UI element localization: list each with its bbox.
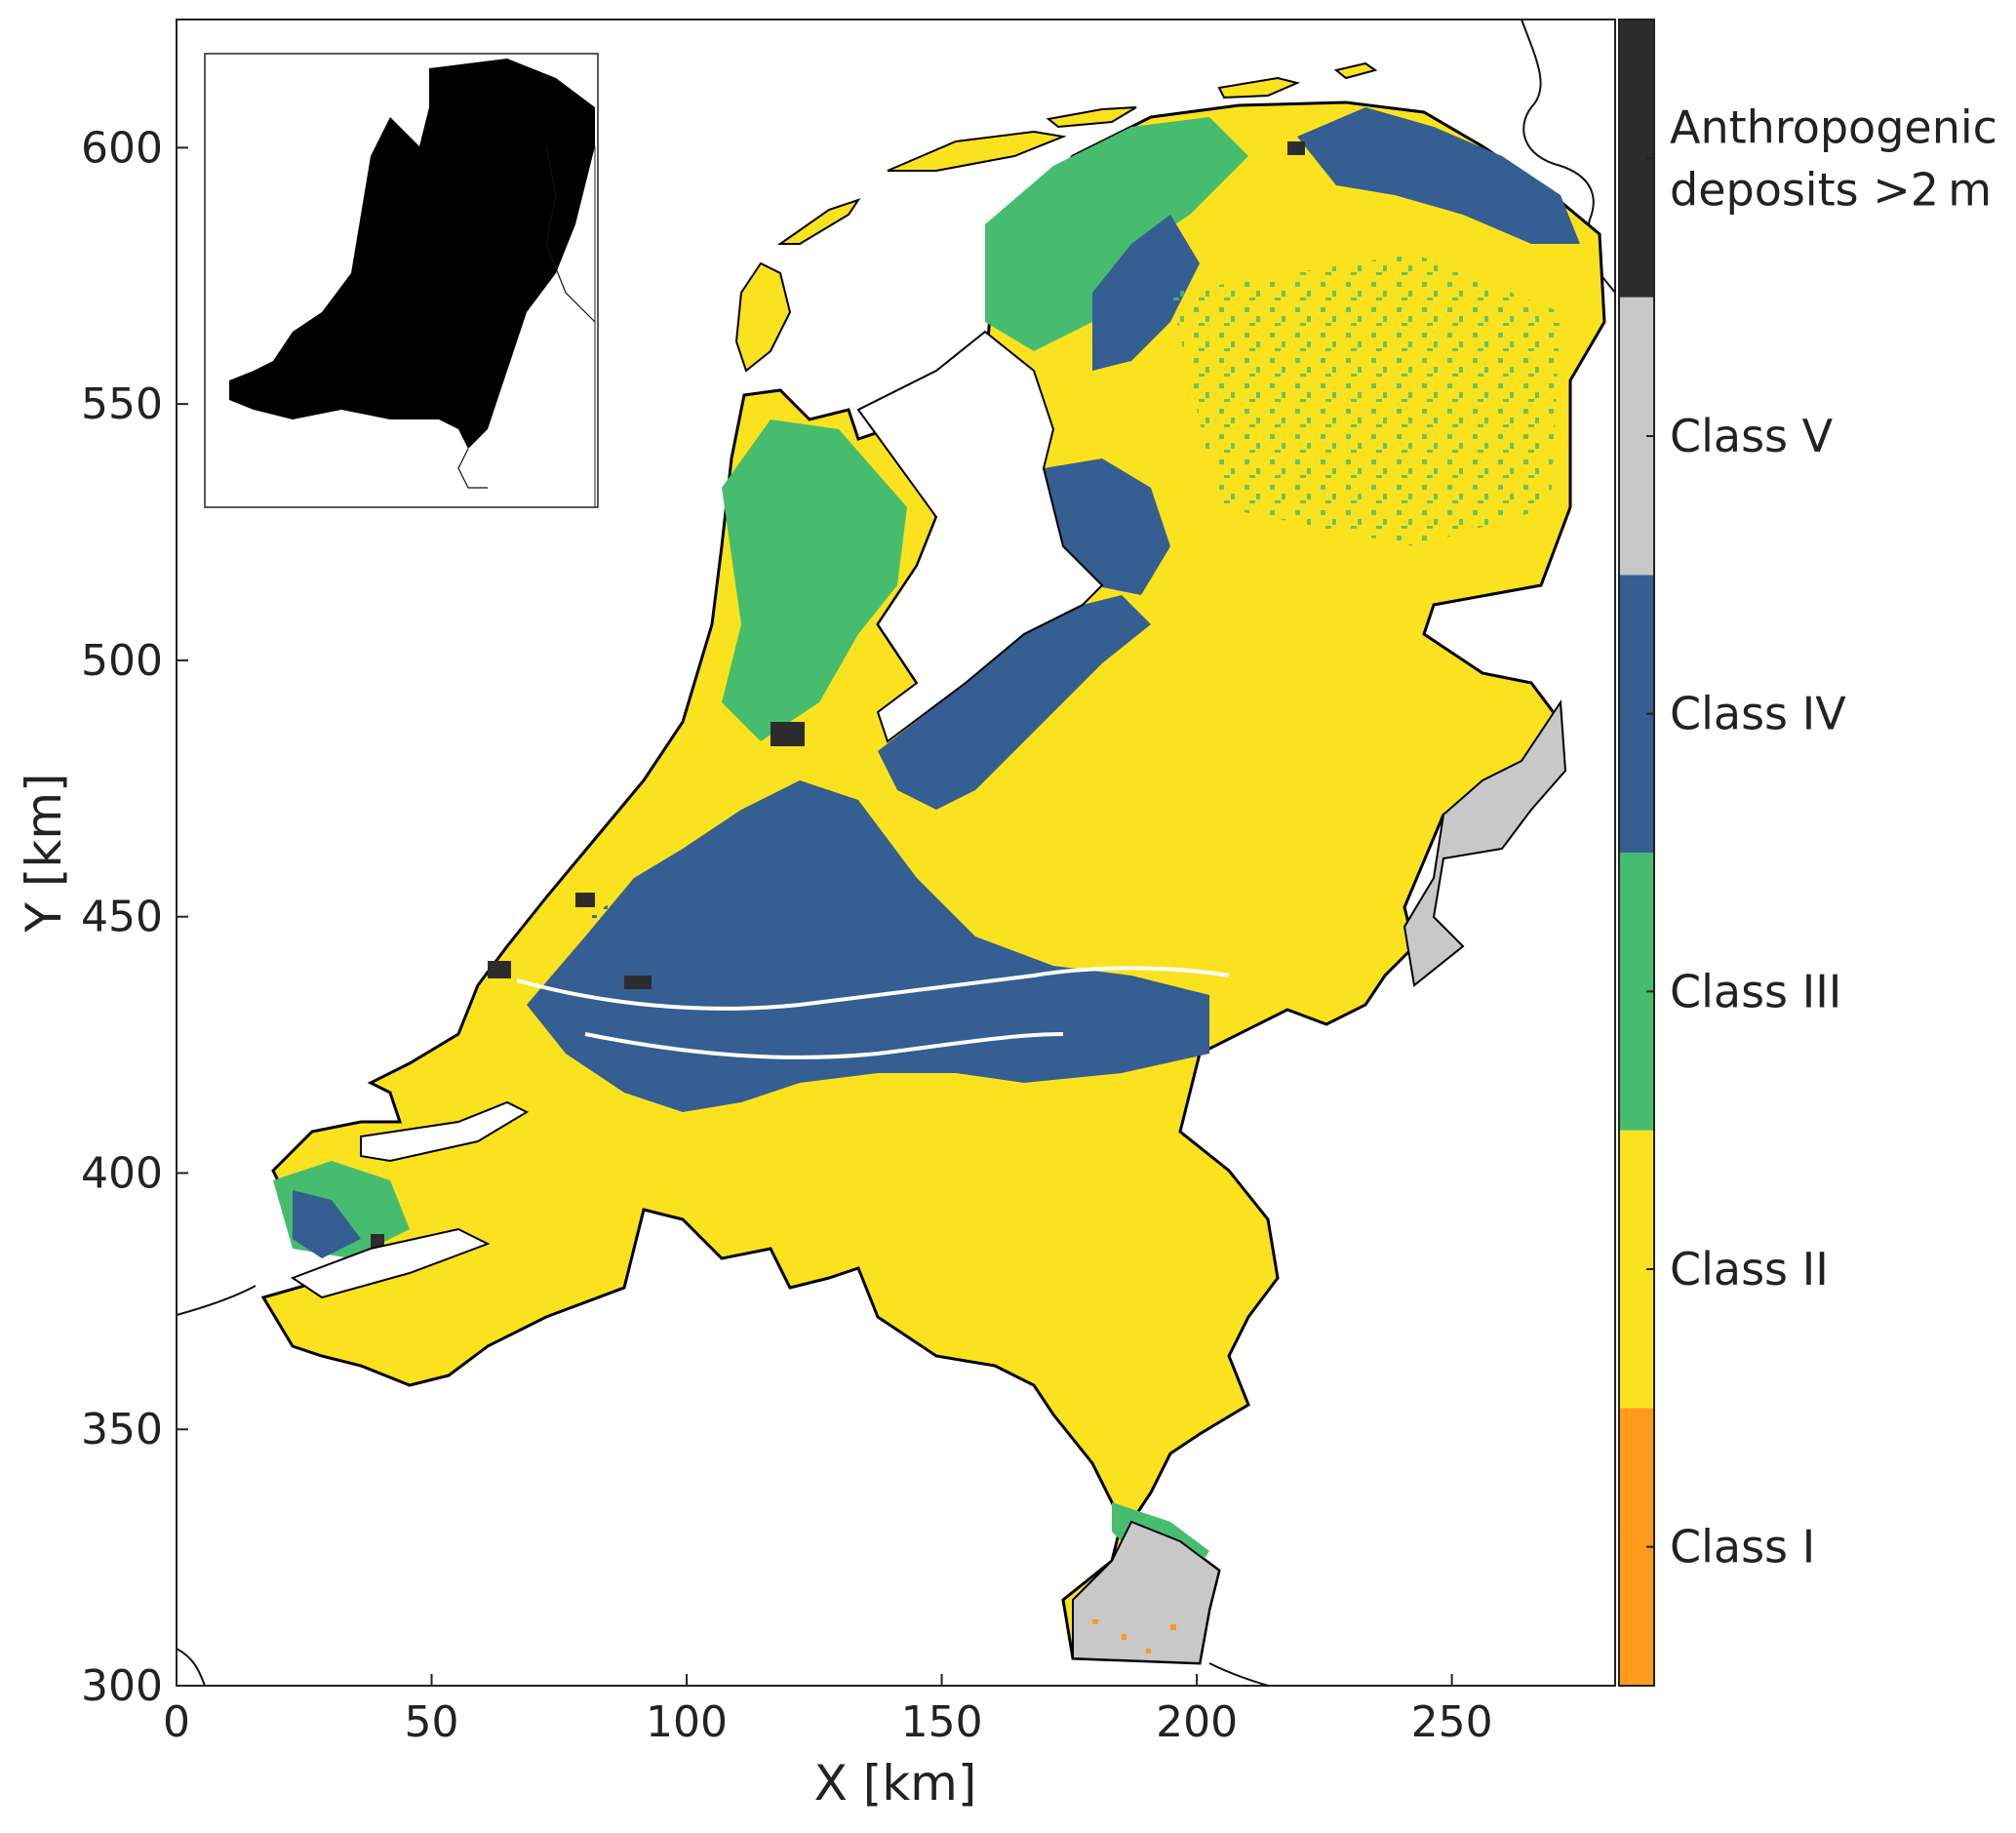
island-terschelling — [887, 130, 1067, 172]
x-tick-label: 100 — [646, 1697, 728, 1747]
colorbar-legend: Class I Class II Class III Class IV Class V A… — [1618, 19, 1997, 1687]
border-belgium — [177, 1285, 1269, 1686]
colorbar-label: Class I — [1670, 1521, 1815, 1574]
zone-class-i — [1092, 1619, 1176, 1654]
colorbar-label: Class V — [1670, 410, 1834, 462]
x-axis-ticks: 0 50 100 150 200 250 — [163, 1674, 1493, 1747]
inset-map — [204, 53, 599, 508]
water-ijsselmeer — [856, 330, 1104, 743]
y-tick-label: 350 — [81, 1405, 163, 1454]
zone-class-iv-flevoland — [878, 595, 1151, 810]
water-estuary-2 — [290, 1227, 491, 1299]
water-estuary-1 — [360, 1100, 530, 1163]
island-vlieland — [776, 198, 861, 245]
zone-class-v-twente — [1403, 699, 1567, 987]
colorbar-frame — [1618, 19, 1655, 1687]
colorbar-label: Class III — [1670, 965, 1841, 1017]
y-tick-label: 550 — [81, 379, 163, 429]
y-tick-label: 450 — [81, 893, 163, 942]
map-content — [177, 20, 1615, 1686]
zone-class-iii-northholland — [722, 419, 907, 741]
zone-class-iv-groningen — [1297, 107, 1580, 244]
x-axis-title: X [km] — [814, 1755, 977, 1812]
inset-country-mask — [229, 59, 595, 449]
island-texel — [734, 261, 792, 373]
y-axis-ticks: 300 350 400 450 500 550 600 — [81, 123, 188, 1711]
y-axis-title: Y [km] — [16, 773, 72, 933]
y-tick-label: 600 — [81, 123, 163, 173]
y-tick-label: 400 — [81, 1148, 163, 1198]
texture-green-east — [1170, 254, 1561, 546]
colorbar-label: Class IV — [1670, 688, 1846, 740]
zone-class-iv-zeeland — [293, 1190, 361, 1258]
island-small — [1333, 61, 1378, 80]
zone-class-iii-friesland — [985, 117, 1248, 351]
x-tick-label: 200 — [1156, 1697, 1238, 1747]
island-schiermonnikoog — [1217, 76, 1301, 100]
colorbar-label: Class II — [1670, 1243, 1829, 1295]
texture-blue-west — [585, 839, 975, 1073]
x-tick-label: 250 — [1411, 1697, 1493, 1747]
y-tick-label: 500 — [81, 636, 163, 686]
zone-class-v-southlimburg — [1072, 1520, 1221, 1665]
y-tick-label: 300 — [81, 1661, 163, 1711]
colorbar-label: deposits >2 m — [1670, 163, 1992, 216]
island-ameland — [1046, 106, 1137, 129]
colorbar-label: Anthropogenic — [1670, 100, 1997, 153]
inset-border-lines — [457, 145, 596, 489]
x-tick-label: 0 — [163, 1697, 190, 1747]
x-tick-label: 150 — [901, 1697, 983, 1747]
zone-anthropogenic — [371, 141, 1305, 1255]
zone-class-iv-friesland — [1092, 215, 1200, 371]
rivers — [516, 966, 1230, 1059]
x-tick-label: 50 — [405, 1697, 459, 1747]
